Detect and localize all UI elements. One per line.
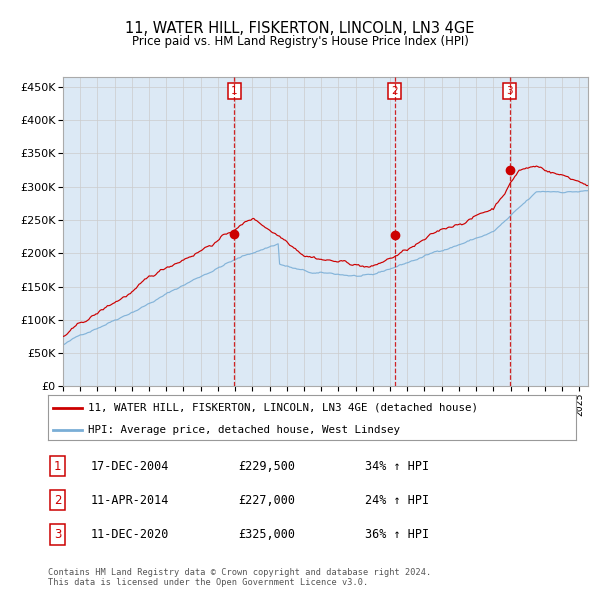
Text: 1: 1 <box>54 460 61 473</box>
Text: £229,500: £229,500 <box>238 460 295 473</box>
Text: Price paid vs. HM Land Registry's House Price Index (HPI): Price paid vs. HM Land Registry's House … <box>131 35 469 48</box>
Text: 24% ↑ HPI: 24% ↑ HPI <box>365 494 429 507</box>
Text: 36% ↑ HPI: 36% ↑ HPI <box>365 527 429 541</box>
Text: 11-DEC-2020: 11-DEC-2020 <box>90 527 169 541</box>
Text: 1: 1 <box>231 86 238 96</box>
Text: 17-DEC-2004: 17-DEC-2004 <box>90 460 169 473</box>
Text: 2: 2 <box>391 86 398 96</box>
Text: £325,000: £325,000 <box>238 527 295 541</box>
Text: 34% ↑ HPI: 34% ↑ HPI <box>365 460 429 473</box>
Text: 3: 3 <box>506 86 513 96</box>
Text: 11, WATER HILL, FISKERTON, LINCOLN, LN3 4GE (detached house): 11, WATER HILL, FISKERTON, LINCOLN, LN3 … <box>88 403 478 412</box>
Text: 2: 2 <box>54 494 61 507</box>
Text: 11, WATER HILL, FISKERTON, LINCOLN, LN3 4GE: 11, WATER HILL, FISKERTON, LINCOLN, LN3 … <box>125 21 475 35</box>
Text: 3: 3 <box>54 527 61 541</box>
Text: HPI: Average price, detached house, West Lindsey: HPI: Average price, detached house, West… <box>88 425 400 435</box>
Text: Contains HM Land Registry data © Crown copyright and database right 2024.
This d: Contains HM Land Registry data © Crown c… <box>48 568 431 587</box>
Text: 11-APR-2014: 11-APR-2014 <box>90 494 169 507</box>
Text: £227,000: £227,000 <box>238 494 295 507</box>
